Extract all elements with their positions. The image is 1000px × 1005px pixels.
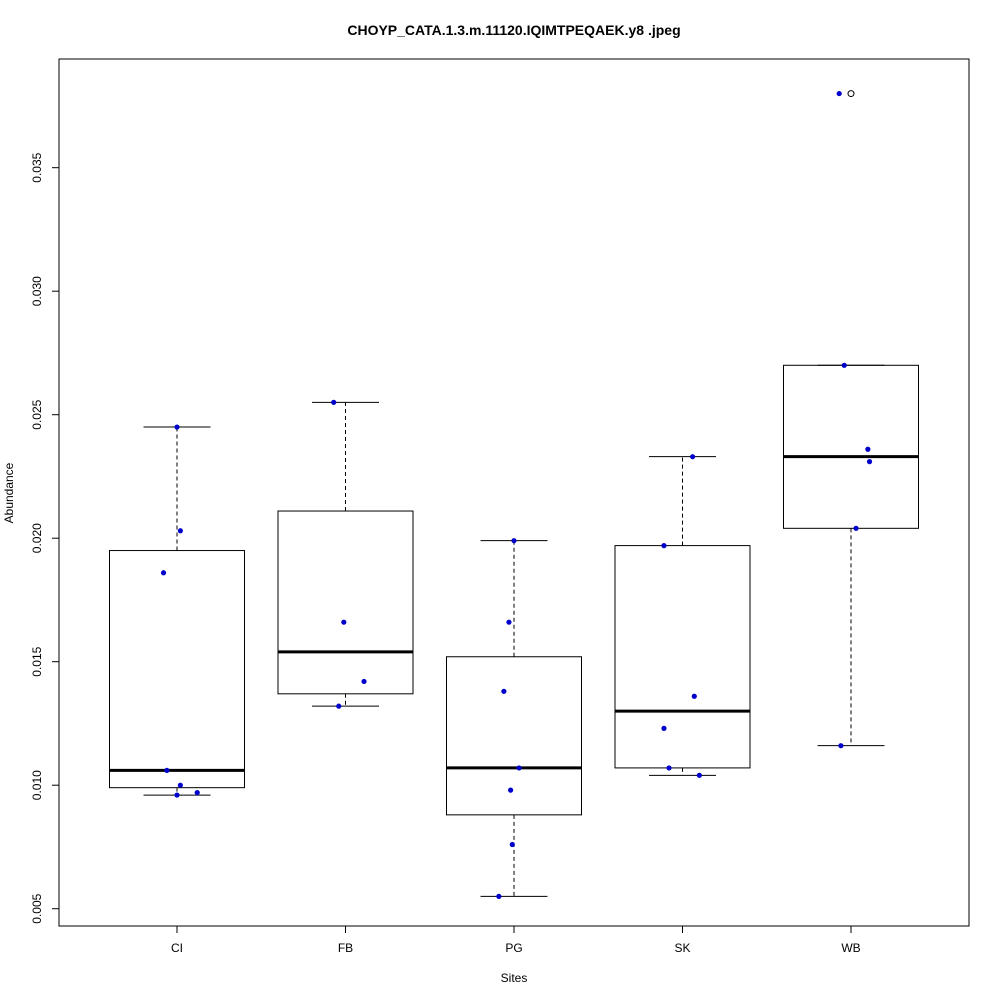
data-point xyxy=(341,619,347,625)
y-axis: 0.005 0.010 0.015 0.020 0.025 0.030 0.035 xyxy=(30,152,60,924)
box-iqr xyxy=(614,545,751,769)
x-tick-label: FB xyxy=(338,941,353,955)
y-tick-label: 0.015 xyxy=(30,646,44,676)
data-point xyxy=(164,767,170,773)
data-point xyxy=(661,543,667,549)
data-point xyxy=(174,792,180,798)
data-point xyxy=(511,538,517,544)
box-wb xyxy=(783,90,919,747)
y-tick-label: 0.035 xyxy=(30,152,44,182)
chart-title: CHOYP_CATA.1.3.m.11120.IQIMTPEQAEK.y8 .j… xyxy=(347,22,680,38)
data-point xyxy=(666,765,672,771)
data-point xyxy=(661,725,667,731)
data-point xyxy=(508,787,514,793)
box-fb xyxy=(277,401,414,707)
y-tick-label: 0.010 xyxy=(30,770,44,800)
x-tick-label: CI xyxy=(171,941,183,955)
data-point xyxy=(496,893,502,899)
outlier-point xyxy=(847,90,855,98)
data-point xyxy=(509,841,515,848)
y-axis-label: Abundance xyxy=(2,462,16,523)
data-point xyxy=(836,90,842,97)
box-ci xyxy=(109,426,245,796)
y-tick-label: 0.030 xyxy=(30,276,44,306)
data-point xyxy=(331,399,337,405)
data-point xyxy=(865,446,871,452)
data-point xyxy=(841,362,847,368)
data-point xyxy=(336,703,342,709)
data-point xyxy=(838,743,844,749)
data-point xyxy=(691,693,697,699)
data-point xyxy=(853,525,859,531)
data-point xyxy=(361,678,367,685)
box-iqr xyxy=(277,510,414,695)
box-pg xyxy=(446,540,582,897)
box-iqr xyxy=(446,656,582,816)
box-iqr xyxy=(109,550,245,789)
data-point xyxy=(174,424,180,430)
x-tick-label: SK xyxy=(674,941,690,955)
points-group xyxy=(160,90,873,899)
data-point xyxy=(194,790,200,796)
y-tick-label: 0.020 xyxy=(30,523,44,553)
data-point xyxy=(160,570,167,576)
x-tick-label: PG xyxy=(505,941,522,955)
box-sk xyxy=(614,456,751,776)
box-iqr xyxy=(783,364,919,529)
data-point xyxy=(506,619,512,625)
x-axis: CI FB PG SK WB xyxy=(171,925,861,955)
data-point xyxy=(516,765,522,771)
plot-frame xyxy=(58,58,970,927)
data-point xyxy=(690,454,696,460)
data-point xyxy=(177,782,183,788)
boxes-group xyxy=(109,90,919,897)
data-point xyxy=(866,459,873,465)
data-point xyxy=(177,528,183,534)
y-tick-label: 0.025 xyxy=(30,399,44,429)
x-axis-label: Sites xyxy=(501,971,528,985)
y-tick-label: 0.005 xyxy=(30,893,44,923)
data-point xyxy=(501,688,507,694)
x-tick-label: WB xyxy=(841,941,860,955)
data-point xyxy=(696,772,702,778)
